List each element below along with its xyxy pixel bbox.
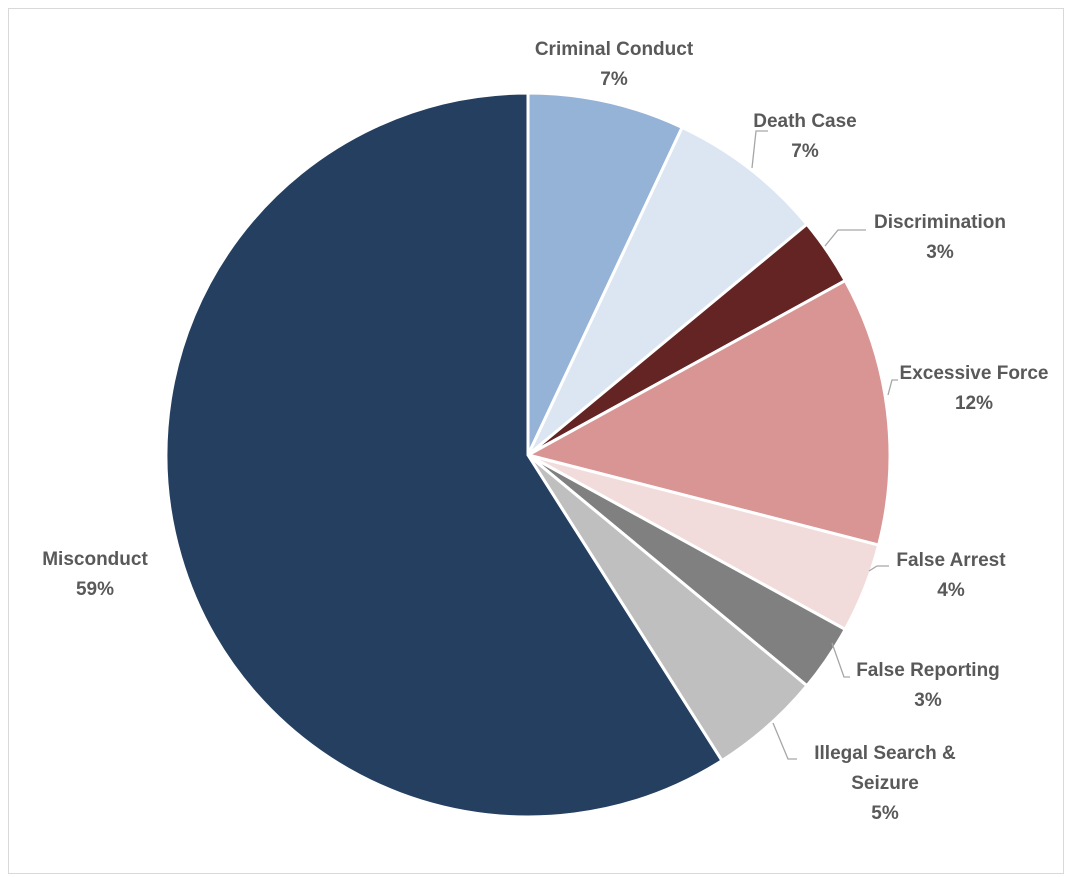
data-label-category-death-case: Death Case (753, 111, 857, 132)
data-label-value-excessive-force: 12% (955, 393, 993, 414)
leader-line-illegal-search-and-seizure (772, 722, 797, 760)
data-label-category-misconduct: Misconduct (42, 549, 148, 570)
leader-line-death-case (751, 130, 768, 169)
data-label-category-illegal-search-and-seizure: Illegal Search & Seizure (814, 743, 956, 794)
data-label-category-false-reporting: False Reporting (856, 660, 1000, 681)
data-label-category-false-arrest: False Arrest (896, 550, 1006, 571)
leader-line-discrimination (824, 229, 866, 247)
data-label-value-false-reporting: 3% (914, 690, 942, 711)
pie-slice-excessive-force (523, 278, 892, 547)
data-label-value-criminal-conduct: 7% (600, 69, 628, 90)
data-label-value-death-case: 7% (791, 141, 819, 162)
pie-slice-misconduct (164, 91, 725, 819)
data-label-value-misconduct: 59% (76, 579, 114, 600)
data-label-value-discrimination: 3% (926, 242, 954, 263)
data-labels: Criminal Conduct 7% Death Case 7% Discrimina… (42, 39, 1048, 824)
leader-line-false-arrest (868, 565, 889, 572)
leader-line-excessive-force (887, 379, 898, 396)
pie-slice-death-case (526, 125, 810, 457)
leader-lines (751, 130, 898, 760)
pie-slice-criminal-conduct (526, 91, 685, 456)
data-label-category-discrimination: Discrimination (874, 212, 1006, 233)
data-label-value-illegal-search-and-seizure: 5% (871, 803, 899, 824)
data-label-category-criminal-conduct: Criminal Conduct (535, 39, 694, 60)
data-label-value-false-arrest: 4% (937, 580, 965, 601)
pie-slices (164, 91, 892, 819)
data-label-category-excessive-force: Excessive Force (900, 363, 1049, 384)
leader-line-false-reporting (831, 642, 850, 678)
